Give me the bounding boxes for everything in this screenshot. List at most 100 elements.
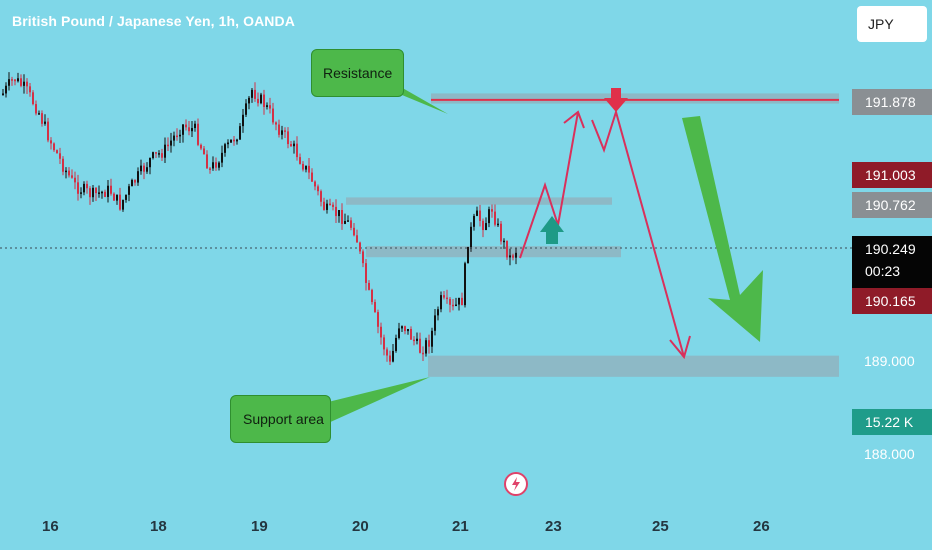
candle-body [158,153,160,155]
candle-body [278,124,280,135]
candle-body [419,338,421,353]
candle-body [515,252,517,258]
candle-body [14,79,16,82]
candle-body [335,206,337,217]
candle-body [440,295,442,310]
candle-body [434,315,436,331]
candle-body [269,105,271,109]
candle-body [263,94,265,107]
candle-body [164,144,166,158]
current-price-tag: 190.249 00:23 [852,236,932,288]
x-tick-19: 19 [251,518,268,535]
candle-body [287,131,289,145]
candle-body [179,134,181,137]
buy-marker-icon [540,216,564,244]
zone-support [428,355,839,377]
candle-body [401,326,403,329]
projection-up-path [519,111,579,259]
volume-tag: 15.22 K [852,409,932,435]
candle-body [170,140,172,146]
big-down-arrow-icon [682,116,763,342]
candle-body [473,215,475,227]
candle-body [47,121,49,141]
candle-body [509,255,511,258]
candle-body [11,79,13,81]
x-tick-18: 18 [150,518,167,535]
candle-body [173,135,175,141]
candle-body [503,240,505,243]
candle-body [245,103,247,115]
candle-body [332,204,334,207]
candle-body [344,220,346,224]
candle-body [353,227,355,236]
candle-body [218,162,220,168]
candle-body [149,158,151,168]
candle-body [86,183,88,189]
resistance-callout: Resistance [311,49,404,97]
candle-body [305,165,307,170]
candle-body [317,186,319,192]
candle-body [197,123,199,145]
x-tick-26: 26 [753,518,770,535]
candle-body [350,220,352,228]
bar-countdown: 00:23 [865,263,901,279]
x-tick-25: 25 [652,518,669,535]
candle-body [176,135,178,138]
candle-body [461,297,463,306]
currency-button[interactable]: JPY [857,6,927,42]
candle-body [347,220,349,222]
candle-body [446,297,448,300]
candle-body [359,242,361,252]
candle-body [26,81,28,87]
tradingview-logo-icon[interactable] [504,472,528,496]
candle-body [35,104,37,114]
candle-body [77,182,79,194]
candle-body [122,199,124,210]
candle-body [44,121,46,124]
candle-body [113,193,115,201]
candle-body [182,124,184,135]
candle-body [92,187,94,198]
candle-body [110,185,112,194]
candle-body [221,152,223,163]
candle-body [296,143,298,158]
candle-body [62,158,64,172]
candle-body [236,139,238,142]
candle-body [428,340,430,347]
candle-body [104,191,106,197]
candle-body [371,289,373,303]
candle-body [212,162,214,169]
candle-body [479,210,481,221]
candle-body [20,78,22,86]
candle-body [392,350,394,362]
candle-body [125,194,127,200]
y-tick-188: 188.000 [864,446,915,462]
candle-body [140,165,142,172]
candle-body [494,211,496,225]
candles-layer [2,72,517,366]
candle-body [74,177,76,183]
candle-body [377,312,379,327]
candle-body [422,352,424,355]
candle-body [68,170,70,176]
candle-body [452,304,454,307]
candle-body [374,302,376,313]
candle-body [272,108,274,123]
candle-body [224,144,226,153]
candle-body [380,326,382,338]
zones-layer [320,82,839,424]
candle-body [8,79,10,86]
candle-body [362,251,364,264]
candle-body [161,153,163,158]
candle-body [389,355,391,362]
candle-body [206,154,208,169]
candle-body [302,163,304,170]
support-callout-pointer [320,377,430,424]
candle-body [506,240,508,258]
candle-body [227,142,229,145]
resistance-callout-pointer [392,82,448,114]
candle-body [32,92,34,105]
candle-body [194,123,196,129]
candle-body [17,78,19,82]
